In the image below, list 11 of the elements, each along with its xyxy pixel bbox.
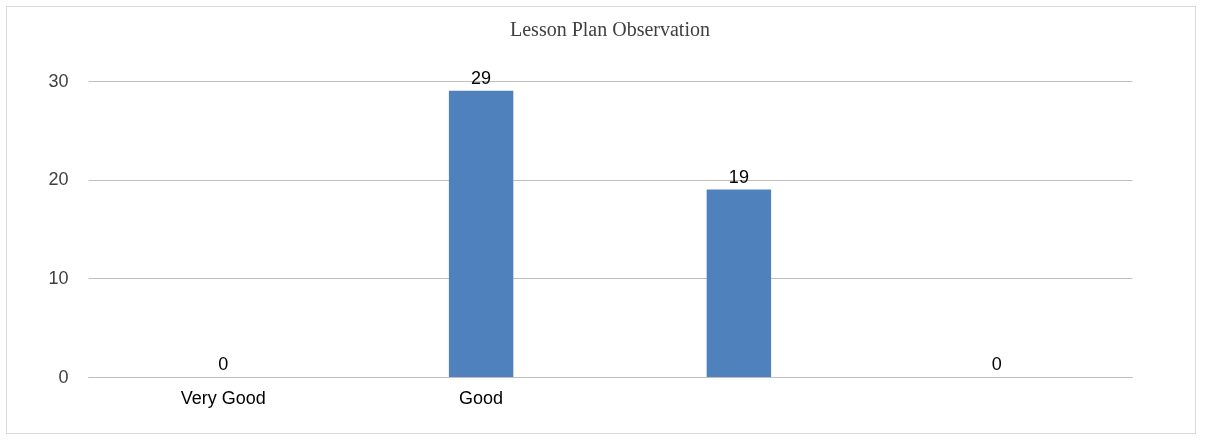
x-tick-label: Very Good [180, 387, 266, 408]
data-label: 0 [218, 354, 229, 374]
y-tick-label: 20 [48, 169, 69, 190]
data-label: 0 [991, 354, 1002, 374]
y-tick-label: 30 [48, 70, 69, 91]
data-label: 19 [728, 166, 749, 187]
y-tick-label: 0 [58, 366, 69, 387]
chart-title: Lesson Plan Observation [510, 17, 710, 40]
x-tick-label: Good [459, 387, 504, 408]
data-label: 29 [471, 67, 492, 88]
y-tick-label: 10 [48, 267, 69, 288]
